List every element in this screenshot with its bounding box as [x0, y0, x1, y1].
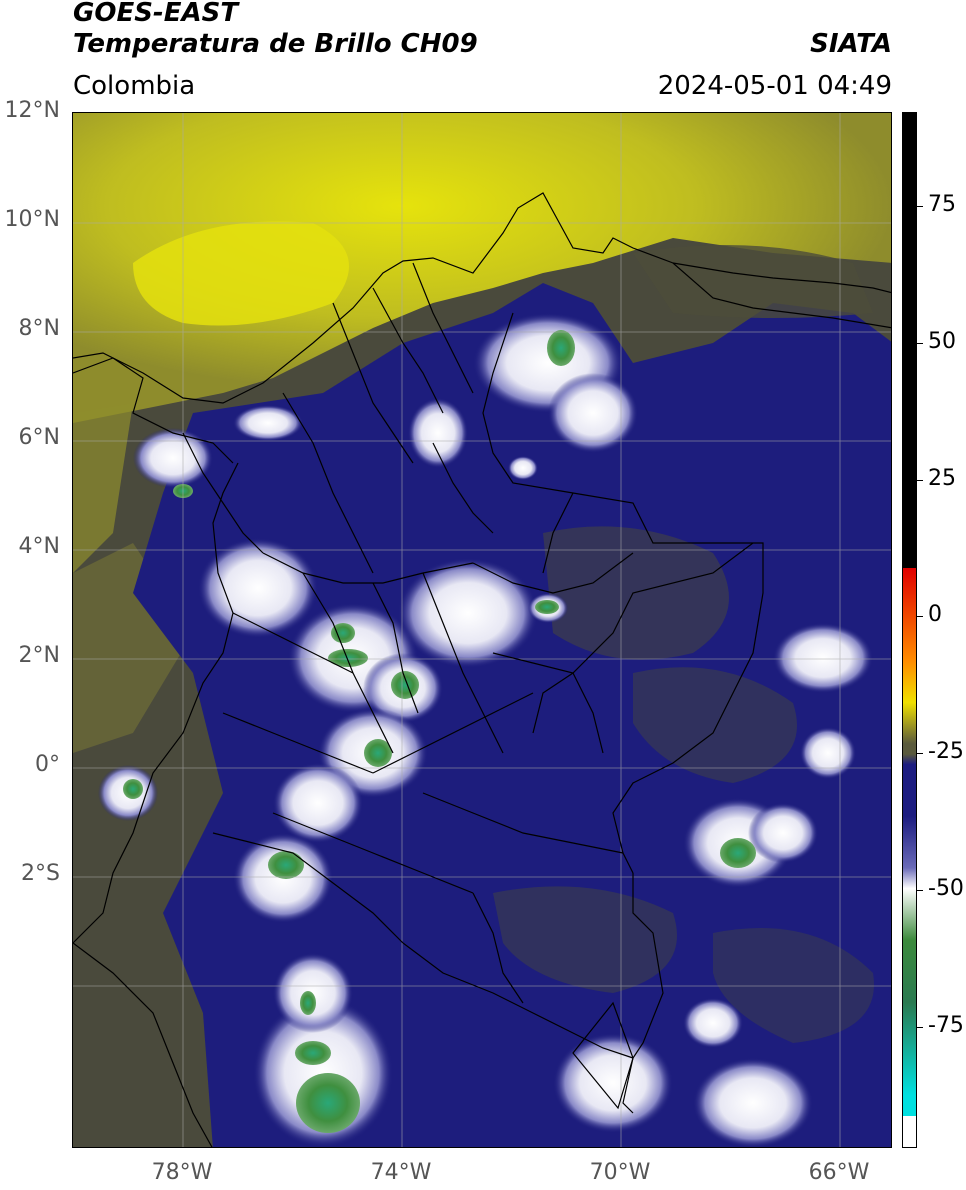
- x-label-74w: 74°W: [370, 1160, 432, 1185]
- olive-patch-east2: [633, 667, 797, 783]
- olive-patch-se: [713, 928, 874, 1043]
- colorbar-label-m25: -25: [928, 739, 964, 764]
- warm-yellow-region: [73, 113, 891, 423]
- colorbar-tick-m75: [917, 1027, 923, 1028]
- satellite-map: [72, 112, 892, 1148]
- y-label-12n: 12°N: [4, 98, 60, 123]
- colorbar-label-m50: -50: [928, 876, 964, 901]
- organization-label: SIATA: [810, 29, 892, 59]
- title-line-2: Temperatura de Brillo CH09: [73, 29, 478, 59]
- colorbar-tick-m50: [917, 890, 923, 891]
- olive-patch-ne: [633, 245, 873, 318]
- title-line-1: GOES-EAST: [73, 0, 239, 28]
- colorbar-tick-75: [917, 206, 923, 207]
- y-label-10n: 10°N: [4, 207, 60, 232]
- x-label-66w: 66°W: [808, 1160, 870, 1185]
- overshooting-tops: [123, 330, 756, 1133]
- y-label-2s: 2°S: [21, 861, 60, 886]
- colorbar-tick-50: [917, 343, 923, 344]
- colorbar-label-0: 0: [928, 602, 942, 627]
- region-label: Colombia: [73, 71, 196, 101]
- y-label-4n: 4°N: [18, 534, 60, 559]
- colorbar-label-25: 25: [928, 466, 956, 491]
- borders: [73, 192, 891, 1147]
- map-svg: [73, 113, 891, 1147]
- gridlines: [73, 113, 891, 1147]
- colorbar-label-75: 75: [928, 192, 956, 217]
- colorbar-label-m75: -75: [928, 1013, 964, 1038]
- timestamp-label: 2024-05-01 04:49: [657, 71, 892, 101]
- x-label-70w: 70°W: [589, 1160, 651, 1185]
- y-label-2n: 2°N: [18, 643, 60, 668]
- colorbar: [902, 112, 917, 1148]
- y-label-6n: 6°N: [18, 425, 60, 450]
- colorbar-tick-25: [917, 480, 923, 481]
- y-label-0: 0°: [35, 752, 60, 777]
- olive-patch-east: [543, 526, 729, 660]
- x-label-78w: 78°W: [151, 1160, 213, 1185]
- colorbar-tick-0: [917, 616, 923, 617]
- olive-west-band: [73, 403, 133, 573]
- colorbar-label-50: 50: [928, 329, 956, 354]
- olive-patch-south: [493, 886, 677, 993]
- y-label-8n: 8°N: [18, 316, 60, 341]
- colorbar-tick-m25: [917, 753, 923, 754]
- warm-yellow-core: [133, 221, 349, 326]
- navy-cloud-shield: [133, 283, 891, 1147]
